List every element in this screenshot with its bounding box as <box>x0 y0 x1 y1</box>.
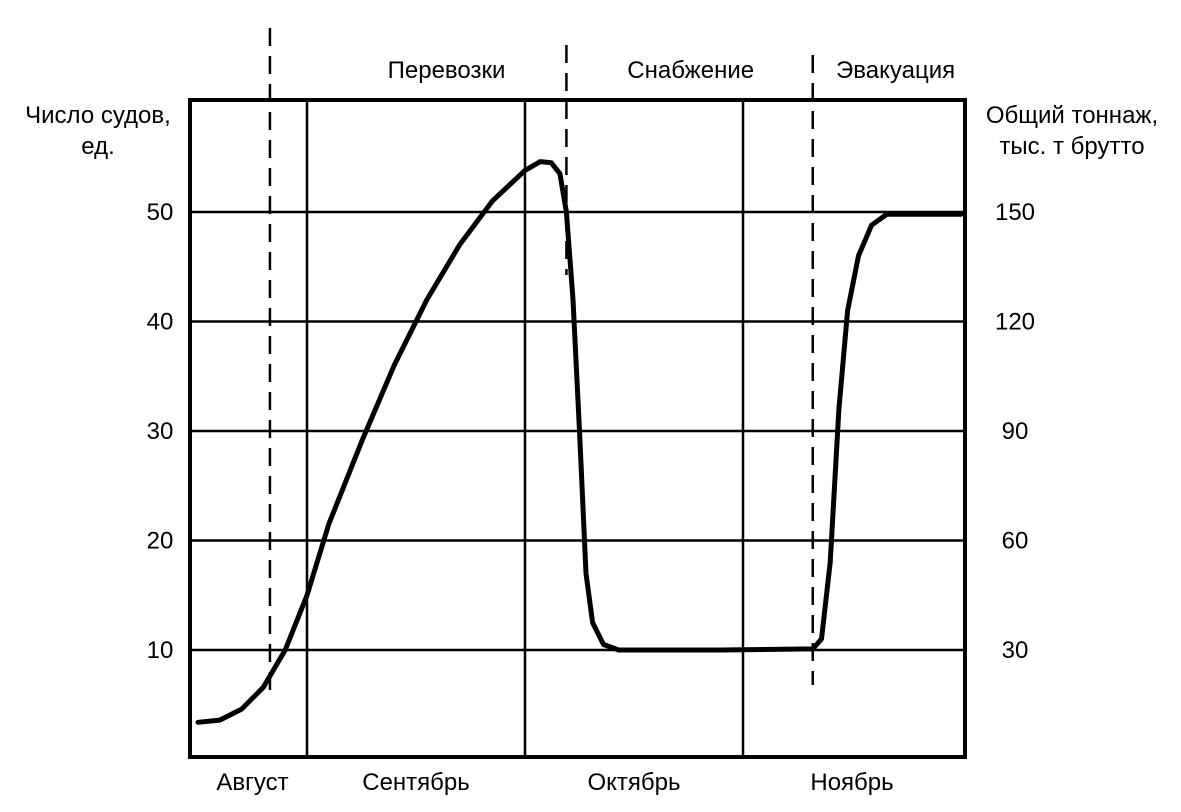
right-tick-label: 150 <box>995 199 1035 226</box>
month-layer: Август Сентябрь Октябрь Ноябрь <box>216 769 893 796</box>
right-tick-label: 30 <box>1002 637 1029 664</box>
plot-frame <box>188 98 967 759</box>
month-label: Ноябрь <box>810 769 893 796</box>
left-tick-label: 50 <box>147 199 174 226</box>
left-tick-label: 30 <box>147 418 174 445</box>
right-axis-label: Общий тоннаж, <box>986 102 1158 129</box>
phase-label: Эвакуация <box>836 57 955 84</box>
month-label: Сентябрь <box>362 769 470 796</box>
right-tick-label: 90 <box>1002 418 1029 445</box>
left-tick-label: 10 <box>147 637 174 664</box>
right-axis-unit: тыс. т брутто <box>999 133 1144 160</box>
left-axis-label: Число судов, <box>25 102 171 129</box>
left-tick-label: 40 <box>147 309 174 336</box>
right-tick-label: 60 <box>1002 528 1029 555</box>
tick-layer: 10 20 30 40 50 30 60 90 120 150 <box>147 199 1035 664</box>
left-axis-unit: ед. <box>81 133 115 160</box>
phase-label: Перевозки <box>388 57 506 84</box>
series-line <box>195 159 964 725</box>
phase-label: Снабжение <box>627 57 754 84</box>
month-label: Октябрь <box>587 769 680 796</box>
right-tick-label: 120 <box>995 309 1035 336</box>
month-label: Август <box>216 769 288 796</box>
phase-layer: Перевозки Снабжение Эвакуация <box>268 28 955 695</box>
left-tick-label: 20 <box>147 528 174 555</box>
